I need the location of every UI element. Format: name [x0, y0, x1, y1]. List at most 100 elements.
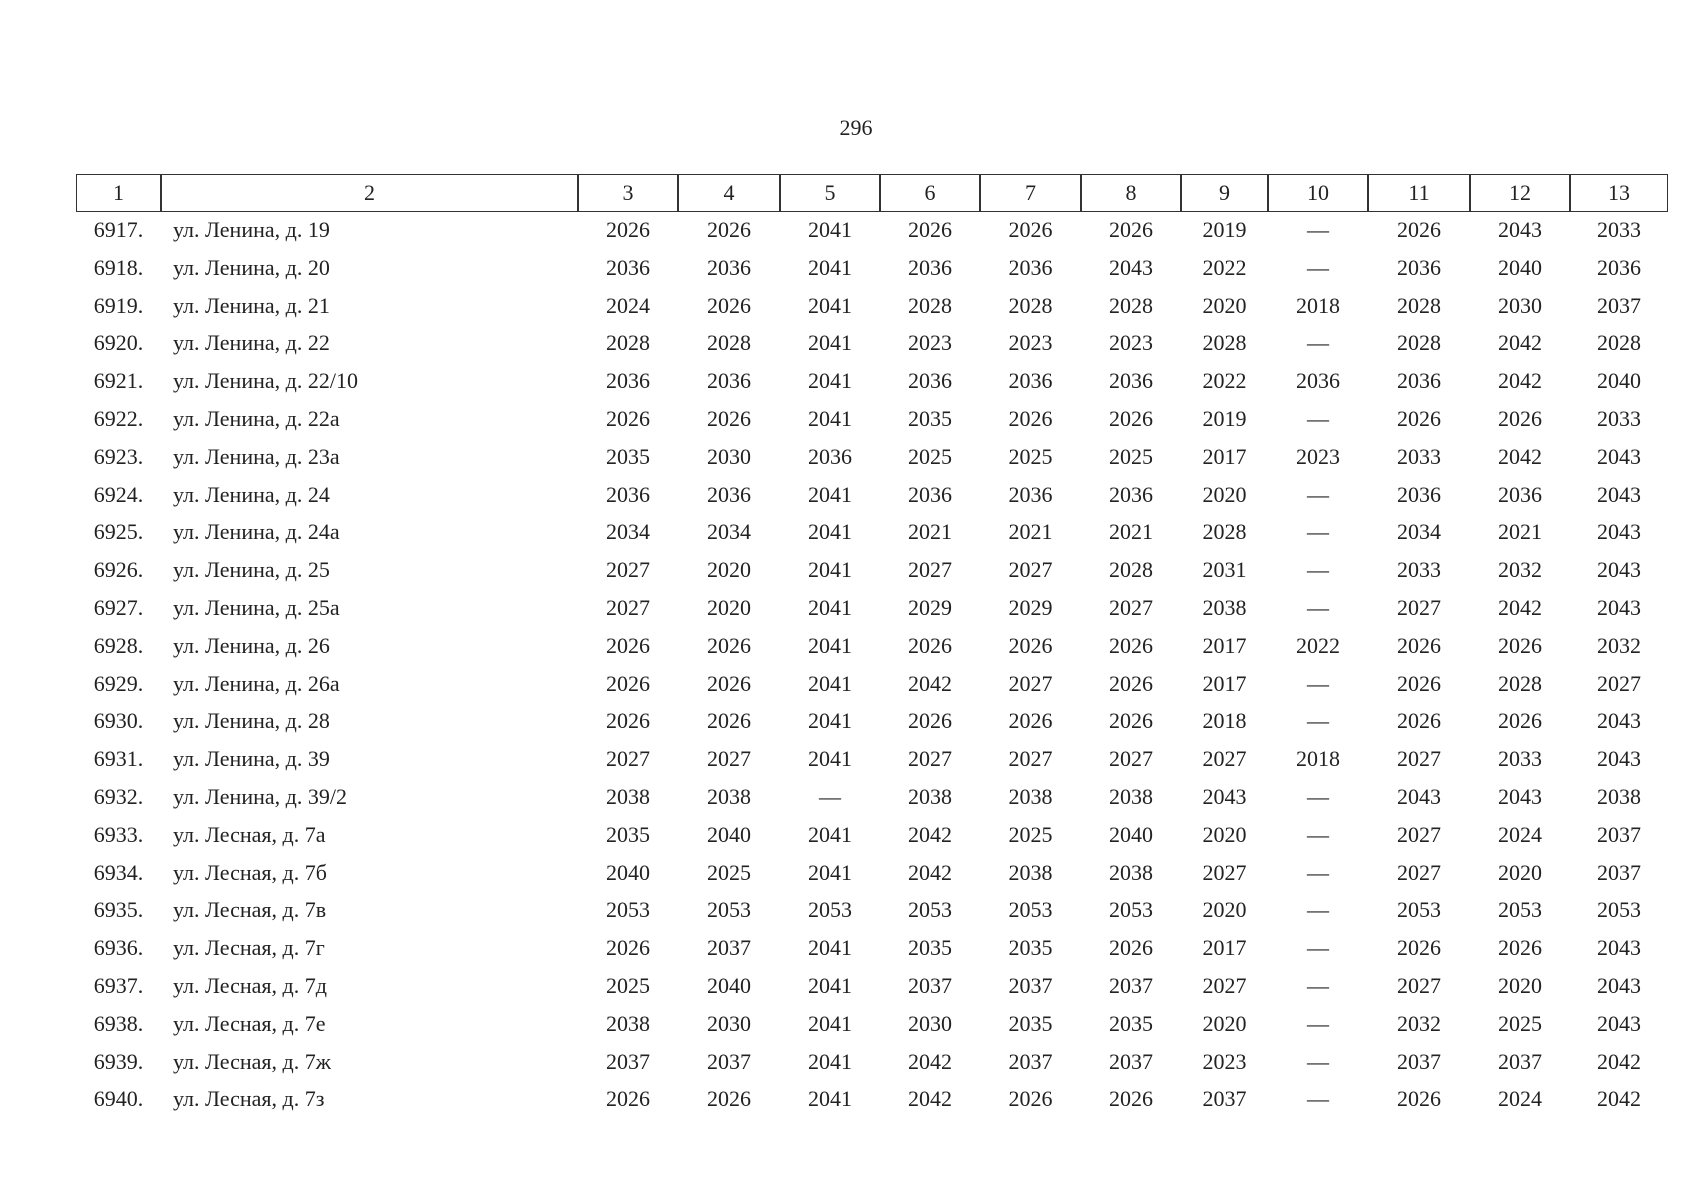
year-cell: 2026: [1397, 217, 1441, 242]
year-cell: 2037: [1109, 973, 1153, 998]
year-cell: 2023: [1008, 330, 1053, 356]
year-cell: —: [1307, 1010, 1329, 1036]
year-cell: 2022: [1296, 632, 1340, 658]
address-cell: ул. Ленина, д. 25: [173, 557, 330, 583]
year-cell: 2028: [908, 292, 952, 318]
year-cell: 2026: [908, 632, 952, 658]
year-cell: —: [1307, 557, 1329, 583]
year-cell: 2036: [1597, 254, 1641, 280]
year-cell: —: [819, 784, 841, 809]
row-number: 6921.: [93, 368, 144, 394]
row-number: 6939.: [93, 1048, 144, 1074]
row-number: 6932.: [93, 784, 144, 809]
year-cell: 2027: [1397, 973, 1441, 998]
year-cell: 2041: [808, 632, 852, 658]
address-cell: ул. Ленина, д. 39/2: [173, 784, 347, 809]
address-cell: ул. Ленина, д. 39: [173, 746, 330, 772]
year-cell: 2026: [707, 708, 751, 734]
year-cell: 2038: [1008, 784, 1053, 809]
address-cell: ул. Лесная, д. 7з: [173, 1086, 325, 1112]
year-cell: 2043: [1597, 481, 1641, 507]
year-cell: 2020: [1498, 859, 1542, 885]
year-cell: 2021: [1109, 519, 1153, 545]
year-cell: 2037: [1008, 973, 1053, 998]
year-cell: 2027: [1397, 859, 1441, 885]
year-cell: 2043: [1597, 708, 1641, 734]
year-cell: 2041: [808, 821, 852, 847]
year-cell: 2027: [606, 746, 650, 772]
year-cell: 2025: [707, 859, 751, 885]
row-number: 6938.: [93, 1010, 144, 1036]
address-cell: ул. Лесная, д. 7д: [173, 973, 327, 998]
year-cell: 2026: [606, 1086, 650, 1112]
year-cell: 2042: [1498, 330, 1542, 356]
year-cell: 2040: [1109, 821, 1153, 847]
address-cell: ул. Ленина, д. 26а: [173, 670, 340, 696]
year-cell: 2027: [1397, 821, 1441, 847]
year-cell: 2026: [1498, 406, 1542, 431]
year-cell: 2033: [1597, 406, 1641, 431]
header-cell: 3: [578, 174, 678, 212]
address-cell: ул. Лесная, д. 7е: [173, 1010, 326, 1036]
year-cell: 2037: [1397, 1048, 1441, 1074]
year-cell: 2026: [1109, 1086, 1153, 1112]
year-cell: 2028: [1202, 330, 1247, 356]
year-cell: 2026: [1498, 632, 1542, 658]
header-cell: 4: [678, 174, 780, 212]
year-cell: 2029: [908, 595, 952, 620]
address-cell: ул. Лесная, д. 7в: [173, 897, 327, 923]
year-cell: —: [1307, 821, 1329, 847]
year-cell: 2036: [606, 368, 650, 394]
year-cell: 2022: [1202, 254, 1247, 280]
year-cell: 2026: [707, 632, 751, 658]
page-number: 296: [839, 115, 873, 140]
year-cell: 2030: [1498, 292, 1542, 318]
year-cell: 2020: [707, 595, 751, 620]
header-cell: 2: [161, 174, 578, 212]
year-cell: 2018: [1296, 292, 1340, 318]
year-cell: 2023: [1202, 1048, 1247, 1074]
year-cell: 2036: [908, 481, 952, 507]
year-cell: 2037: [1498, 1048, 1542, 1074]
year-cell: 2042: [908, 1086, 952, 1112]
year-cell: 2027: [1008, 670, 1053, 696]
row-number: 6918.: [93, 254, 144, 280]
year-cell: 2036: [908, 254, 952, 280]
year-cell: 2020: [1202, 897, 1247, 923]
year-cell: 2025: [606, 973, 650, 998]
year-cell: 2026: [908, 708, 952, 734]
year-cell: 2041: [808, 1010, 852, 1036]
year-cell: 2041: [808, 481, 852, 507]
row-number: 6940.: [93, 1086, 144, 1112]
year-cell: 2026: [606, 632, 650, 658]
row-number: 6924.: [93, 481, 144, 507]
year-cell: 2026: [707, 1086, 751, 1112]
year-cell: 2036: [908, 368, 952, 394]
year-cell: 2017: [1202, 670, 1247, 696]
year-cell: 2026: [1397, 1086, 1441, 1112]
year-cell: 2026: [1109, 406, 1153, 431]
row-number: 6922.: [93, 406, 144, 431]
year-cell: 2026: [606, 217, 650, 242]
year-cell: 2043: [1498, 784, 1542, 809]
address-cell: ул. Ленина, д. 28: [173, 708, 330, 734]
row-number: 6917.: [93, 217, 144, 242]
year-cell: 2038: [707, 784, 751, 809]
year-cell: 2034: [606, 519, 650, 545]
year-cell: 2026: [908, 217, 952, 242]
address-cell: ул. Ленина, д. 20: [173, 254, 330, 280]
year-cell: 2035: [606, 821, 650, 847]
year-cell: 2032: [1498, 557, 1542, 583]
year-cell: 2026: [1008, 217, 1053, 242]
year-cell: 2024: [606, 292, 650, 318]
year-cell: 2025: [1498, 1010, 1542, 1036]
year-cell: 2026: [606, 708, 650, 734]
year-cell: 2026: [1109, 708, 1153, 734]
year-cell: —: [1307, 595, 1329, 620]
row-number: 6923.: [93, 443, 144, 469]
row-number: 6919.: [93, 292, 144, 318]
year-cell: 2026: [1109, 670, 1153, 696]
year-cell: 2027: [707, 746, 751, 772]
year-cell: 2024: [1498, 1086, 1542, 1112]
